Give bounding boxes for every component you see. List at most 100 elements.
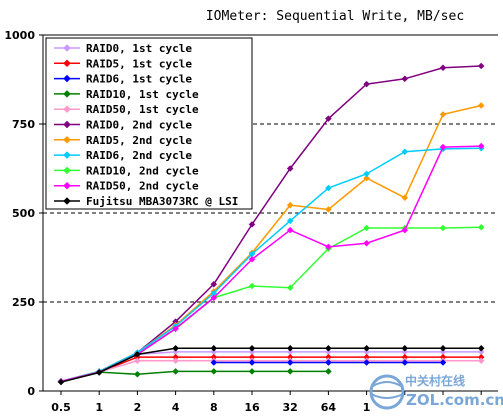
series-2-line xyxy=(60,297,215,383)
series-9-point xyxy=(477,142,485,150)
legend-label: RAID5, 2nd cycle xyxy=(86,134,192,147)
series-7-point xyxy=(286,217,294,225)
series-5-point xyxy=(248,221,256,228)
x-tick-label: 32 xyxy=(283,401,298,414)
y-tick-label: 1000 xyxy=(4,29,35,42)
watermark-logo: 中关村在线 ZOL.com.cn xyxy=(369,373,503,410)
legend-item: RAID0, 2nd cycle xyxy=(54,119,192,132)
legend-item: RAID5, 1st cycle xyxy=(54,57,192,70)
series-10-point xyxy=(248,344,256,352)
legend-item: RAID6, 1st cycle xyxy=(54,73,192,86)
series-flat-3-point xyxy=(286,359,294,366)
y-tick-label: 750 xyxy=(12,118,35,131)
legend-swatch-marker xyxy=(63,59,71,68)
series-9-point xyxy=(286,226,294,234)
series-flat-2-point xyxy=(172,357,179,365)
chart-title: IOMeter: Sequential Write, MB/sec xyxy=(206,9,464,24)
y-tick-labels: 0 250 500 750 1000 xyxy=(4,29,43,398)
series-10-point xyxy=(172,344,179,352)
series-flat-3-point xyxy=(401,359,409,366)
legend-swatch-marker xyxy=(63,44,71,52)
watermark-globe xyxy=(369,374,405,410)
series-6-point xyxy=(286,201,294,209)
series-flat-2-point xyxy=(477,357,485,365)
series-5-point xyxy=(286,165,294,172)
x-tick-label: 1 xyxy=(363,401,371,414)
series-10-point xyxy=(210,344,218,352)
series-10-point xyxy=(477,344,485,352)
series-flat-4-point xyxy=(286,368,294,375)
legend-swatch-marker xyxy=(63,90,71,98)
legend-item: RAID50, 2nd cycle xyxy=(54,180,199,193)
series-5-point xyxy=(363,80,370,88)
legend-swatch-marker xyxy=(63,181,71,190)
series-10-point xyxy=(439,344,447,352)
series-6-point xyxy=(439,111,447,118)
series-6-point xyxy=(477,102,485,109)
series-flat-4-point xyxy=(172,368,179,375)
x-tick-label: 2 xyxy=(134,401,142,414)
series-8-point xyxy=(363,224,370,232)
series-flat-3-point xyxy=(363,359,370,366)
series-lines xyxy=(57,62,485,386)
series-flat-3 xyxy=(210,359,447,366)
series-9-point xyxy=(439,143,447,151)
x-tick-label: 8 xyxy=(210,401,218,414)
series-6-point xyxy=(325,206,332,213)
series-10-point xyxy=(95,369,103,376)
series-flat-4-point xyxy=(210,368,218,375)
series-5-point xyxy=(401,75,409,83)
series-5-point xyxy=(477,62,485,70)
legend-swatch-marker xyxy=(63,120,71,129)
series-9-point xyxy=(210,294,218,302)
legend-label: RAID6, 2nd cycle xyxy=(86,149,192,162)
series-8-point xyxy=(439,224,447,232)
series-flat-3-point xyxy=(439,359,447,366)
legend-label: Fujitsu MBA3073RC @ LSI xyxy=(86,195,238,208)
series-6-point xyxy=(401,194,409,202)
legend-item: RAID5, 2nd cycle xyxy=(54,134,192,147)
watermark-text-cn: 中关村在线 xyxy=(405,373,465,388)
series-10-point xyxy=(134,350,141,358)
series-9-point xyxy=(172,325,179,333)
series-flat-4-point xyxy=(248,368,256,375)
x-tick-label: 0.5 xyxy=(51,401,71,414)
series-flat-2-point xyxy=(134,357,141,365)
x-tick-label: 1 xyxy=(95,401,103,414)
series-9-point xyxy=(401,226,409,234)
legend-label: RAID10, 2nd cycle xyxy=(86,164,199,177)
legend-item: RAID0, 1st cycle xyxy=(54,42,192,55)
legend-item: RAID10, 2nd cycle xyxy=(54,164,199,177)
legend-box xyxy=(45,37,253,210)
series-9-point xyxy=(248,255,256,263)
legend-swatch-marker xyxy=(63,151,71,159)
y-tick-label: 0 xyxy=(27,385,35,398)
series-8-point xyxy=(477,223,485,231)
series-flat-3-point xyxy=(325,359,332,366)
legend-label: RAID6, 1st cycle xyxy=(86,73,192,86)
x-tick-label: 16 xyxy=(244,401,260,414)
x-tick-label: 4 xyxy=(172,401,180,414)
series-8-line xyxy=(60,226,482,383)
y-tick-label: 250 xyxy=(12,296,35,309)
series-0-line xyxy=(60,297,215,383)
watermark-text-en: ZOL.com.cn xyxy=(406,391,503,409)
legend-item: Fujitsu MBA3073RC @ LSI xyxy=(54,195,238,208)
gridlines xyxy=(43,123,498,303)
series-9-point xyxy=(363,239,370,247)
series-4-line xyxy=(60,297,215,383)
legend-swatch-marker xyxy=(63,197,71,205)
series-10-line xyxy=(60,347,482,383)
series-5-point xyxy=(325,115,332,123)
watermark-globe-swoosh xyxy=(370,381,404,399)
legend-label: RAID10, 1st cycle xyxy=(86,88,199,101)
x-tick-labels: 0.5 1 2 4 8 16 32 64 1 xyxy=(51,391,482,414)
series-8-point xyxy=(248,282,256,290)
series-10 xyxy=(57,344,485,386)
series-7-point xyxy=(363,170,370,178)
series-flat-3-point xyxy=(248,359,256,366)
series-10-point xyxy=(325,344,332,352)
series-9-point xyxy=(325,243,332,251)
series-7-point xyxy=(325,184,332,192)
